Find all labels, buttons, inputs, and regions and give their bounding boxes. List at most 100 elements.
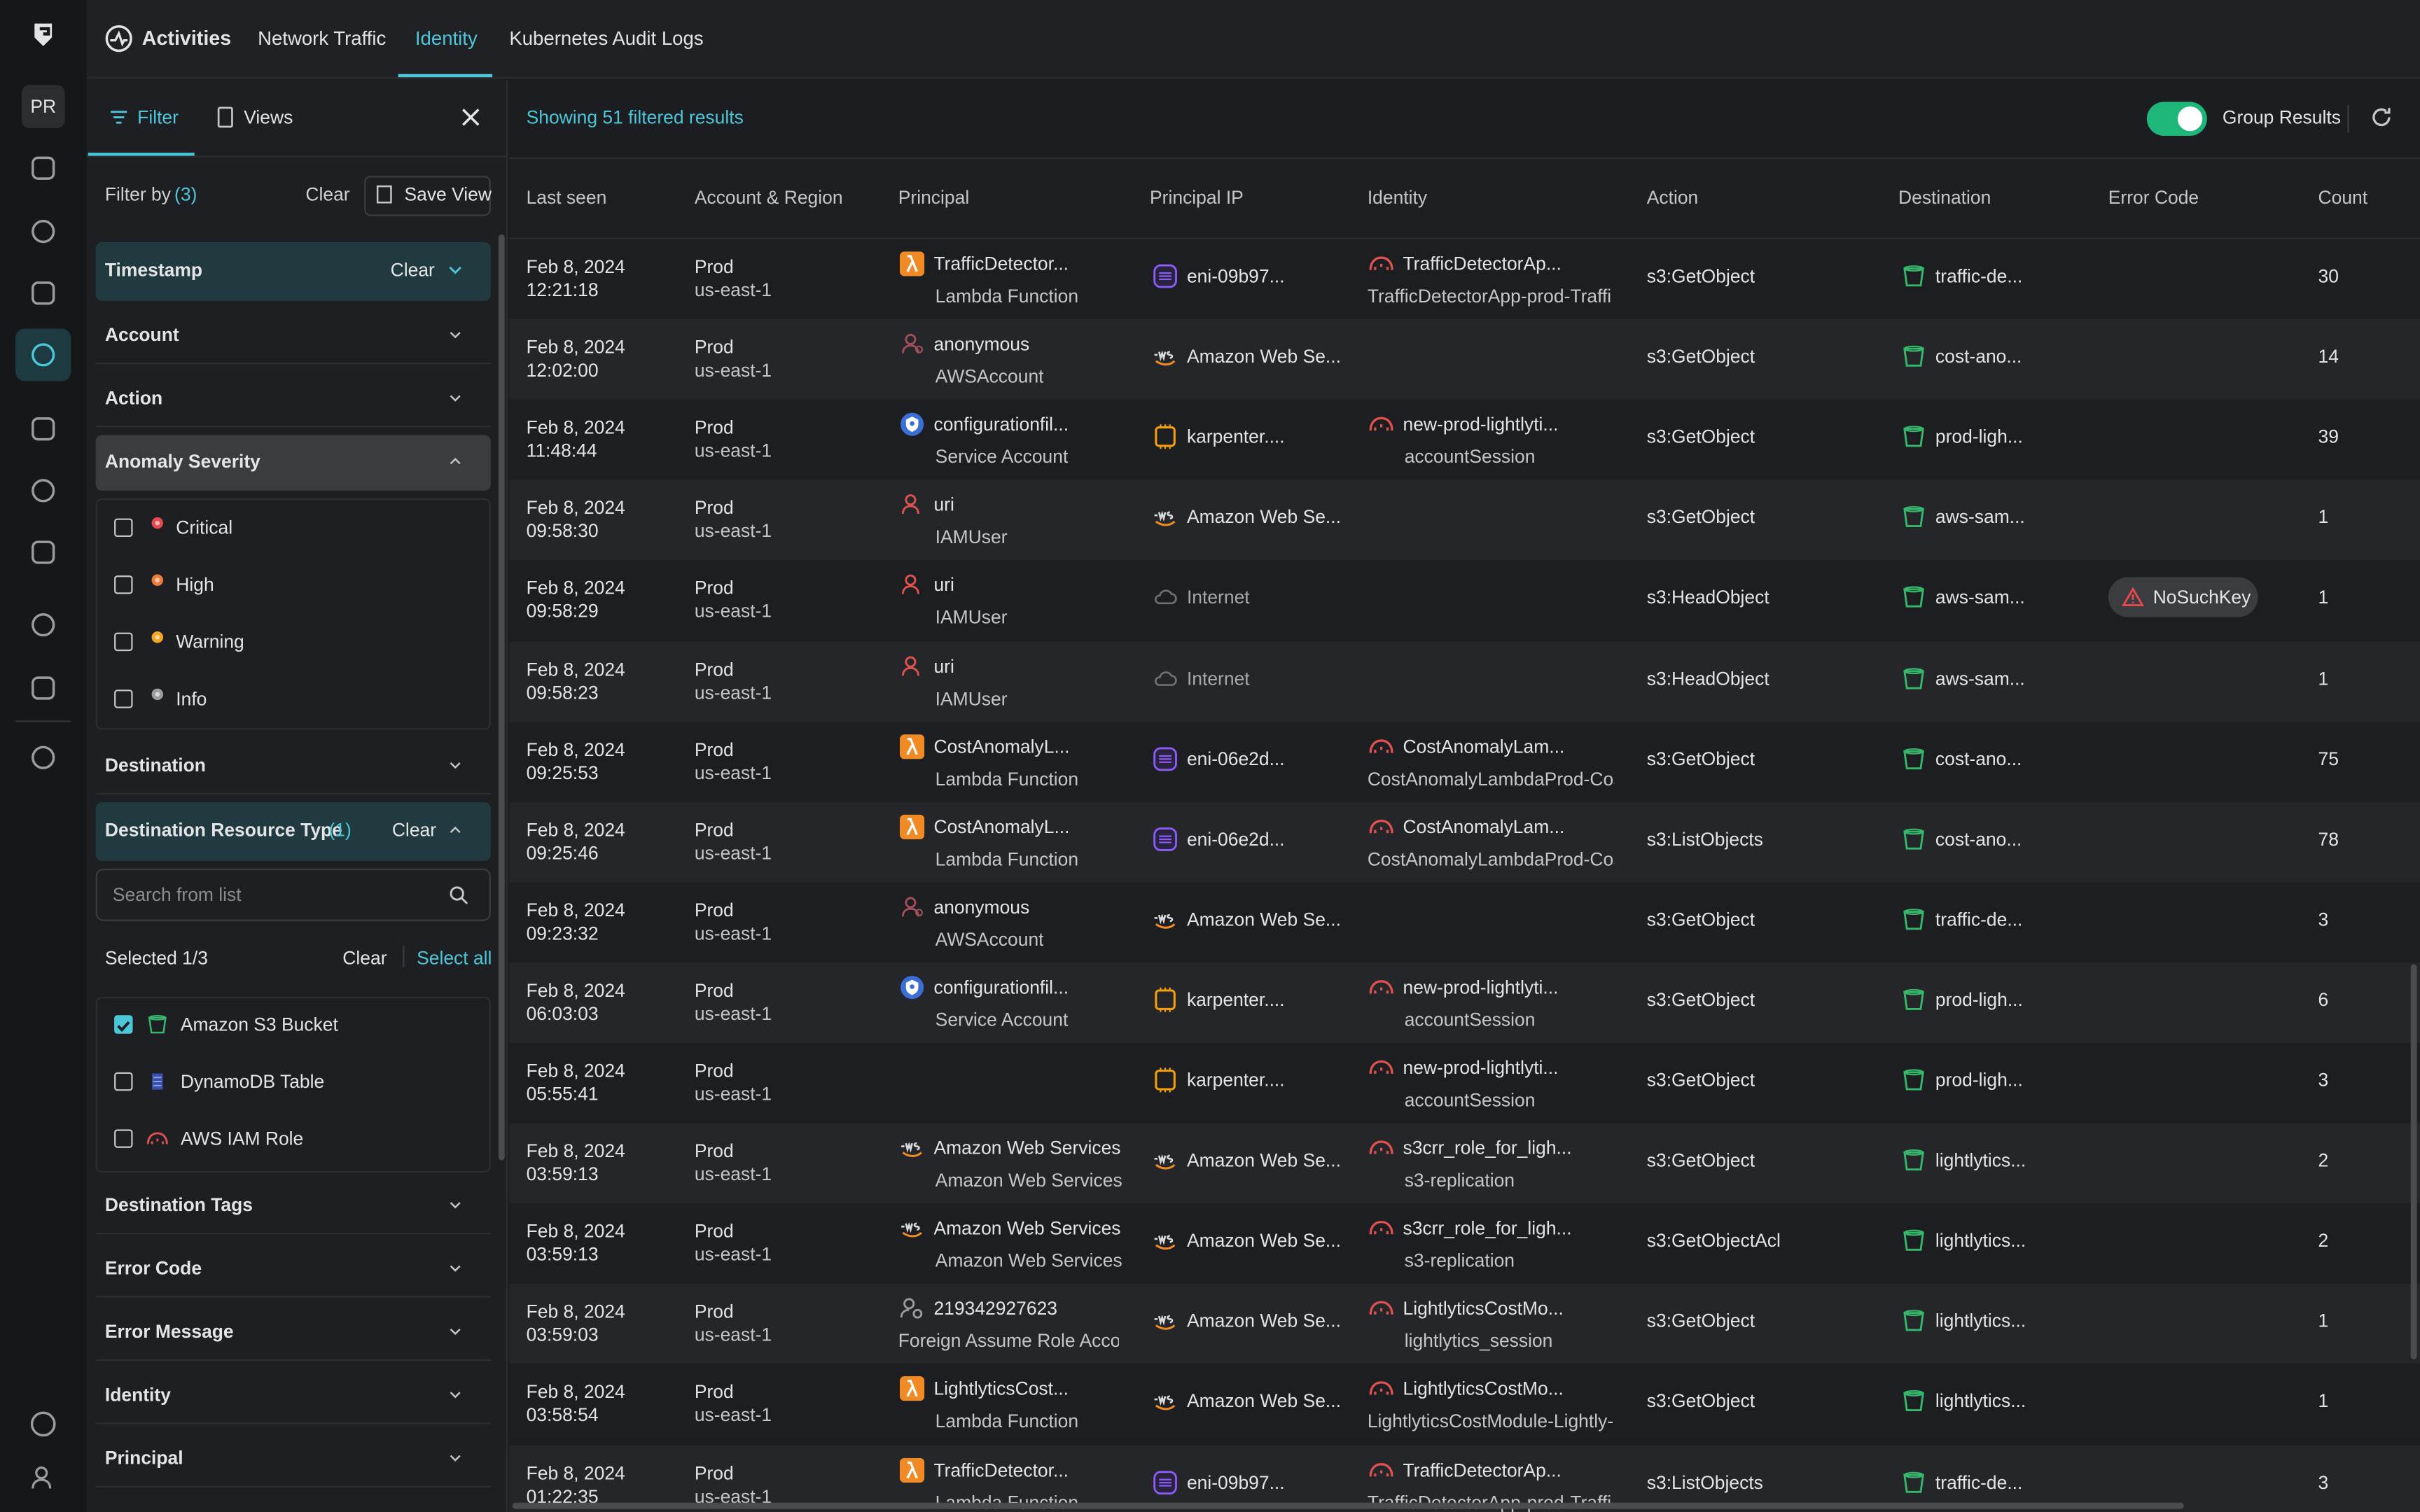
destination: aws-sam... <box>1935 667 2025 690</box>
time: 09:58:23 <box>526 681 599 704</box>
group-toggle[interactable] <box>2146 102 2207 136</box>
column-header[interactable]: Error Code <box>2108 186 2199 209</box>
destination-icon-svg <box>1903 908 1924 930</box>
section-label[interactable]: Timestamp <box>104 259 203 281</box>
table-row[interactable] <box>509 1284 2420 1365</box>
principal-icon-svg <box>899 734 925 759</box>
checkbox[interactable] <box>114 518 133 538</box>
table-row[interactable] <box>509 1042 2420 1124</box>
table-row[interactable] <box>509 480 2420 561</box>
section-label[interactable]: Destination <box>104 754 206 776</box>
column-header[interactable]: Last seen <box>526 186 607 209</box>
count: 1 <box>2318 667 2329 690</box>
table-row[interactable] <box>509 721 2420 802</box>
option-label[interactable]: AWS IAM Role <box>180 1128 304 1150</box>
principal-name: anonymous <box>933 896 1030 918</box>
checkbox[interactable] <box>114 575 133 594</box>
path-shape <box>1369 1462 1393 1476</box>
table-row[interactable] <box>509 319 2420 400</box>
column-header[interactable]: Action <box>1646 186 1699 209</box>
identity-name: TrafficDetectorAp... <box>1403 253 1562 275</box>
avatar[interactable]: PR <box>21 85 65 128</box>
nav-tab[interactable]: Kubernetes Audit Logs <box>509 27 704 50</box>
principal-icon <box>899 1457 925 1483</box>
filter-count: (1) <box>328 819 352 841</box>
option-label[interactable]: Warning <box>176 631 244 653</box>
section-label[interactable]: Action <box>104 387 163 410</box>
column-header[interactable]: Principal IP <box>1150 186 1244 209</box>
column-header[interactable]: Principal <box>898 186 970 209</box>
checkbox[interactable] <box>114 632 133 652</box>
option-label[interactable]: Critical <box>176 517 233 539</box>
section-label[interactable]: Destination Tags <box>104 1194 253 1216</box>
path-shape <box>1374 987 1389 994</box>
section-header[interactable] <box>95 242 491 301</box>
clear-button[interactable]: Clear <box>390 259 435 281</box>
ip-icon <box>1153 666 1177 690</box>
section-header[interactable] <box>95 802 491 861</box>
section-label[interactable]: Principal <box>104 1447 183 1469</box>
column-header[interactable]: Identity <box>1367 186 1428 209</box>
section-header[interactable] <box>95 435 491 491</box>
clear-button[interactable]: Clear <box>391 819 437 841</box>
table-row[interactable] <box>509 1123 2420 1204</box>
column-header[interactable]: Account & Region <box>694 186 843 209</box>
section-label[interactable]: Error Message <box>104 1320 234 1343</box>
principal-type: Amazon Web Services <box>935 1170 1122 1191</box>
nav-tab[interactable]: Identity <box>415 27 478 50</box>
save-view-label[interactable]: Save View <box>404 183 492 206</box>
save-icon-svg <box>376 185 392 204</box>
region: us-east-1 <box>694 359 772 382</box>
ip-name: eni-09b97... <box>1186 265 1285 288</box>
action: s3:GetObject <box>1646 988 1755 1011</box>
path-shape <box>1374 1389 1389 1396</box>
section-label[interactable]: Destination Resource Type <box>104 819 342 841</box>
count: 78 <box>2318 828 2339 850</box>
section-label[interactable]: Anomaly Severity <box>104 450 260 472</box>
path-shape <box>1903 428 1924 447</box>
destination-icon-svg <box>1903 1310 1924 1332</box>
clear-button[interactable]: Clear <box>342 947 387 969</box>
option-label[interactable]: DynamoDB Table <box>180 1070 325 1093</box>
table-row[interactable] <box>509 239 2420 320</box>
identity-icon-svg <box>1369 1301 1393 1315</box>
option-label[interactable]: Amazon S3 Bucket <box>180 1014 338 1035</box>
table-row[interactable] <box>509 962 2420 1043</box>
table-row[interactable] <box>509 1364 2420 1446</box>
table-row[interactable] <box>509 640 2420 722</box>
table-row[interactable] <box>509 560 2420 641</box>
table-row[interactable] <box>509 1445 2420 1512</box>
tab-sep <box>86 155 506 158</box>
select-all[interactable]: Select all <box>417 947 492 969</box>
group-label[interactable]: Group Results <box>2222 106 2341 128</box>
ip-name: eni-09b97... <box>1186 1471 1285 1493</box>
nav-tab[interactable]: Activities <box>141 26 232 50</box>
table-row[interactable] <box>509 1203 2420 1284</box>
clear-button[interactable]: Clear <box>305 183 350 206</box>
section-label[interactable]: Account <box>104 323 179 346</box>
checkbox[interactable] <box>114 1129 133 1148</box>
region: us-east-1 <box>694 1083 772 1105</box>
principal-icon-svg <box>899 814 925 839</box>
column-header[interactable]: Count <box>2318 186 2368 209</box>
option-label[interactable]: High <box>176 573 214 596</box>
table-row[interactable] <box>509 802 2420 883</box>
views-tab[interactable]: Views <box>244 106 293 128</box>
nav-tab[interactable]: Network Traffic <box>258 27 387 50</box>
table-row[interactable] <box>509 400 2420 481</box>
search-box[interactable] <box>95 868 491 921</box>
checkbox[interactable] <box>114 690 133 708</box>
count: 1 <box>2318 1390 2329 1413</box>
section-label[interactable]: Error Code <box>104 1257 202 1280</box>
save-view-button[interactable] <box>364 176 491 216</box>
checkbox[interactable] <box>114 1072 133 1091</box>
section-label[interactable]: Identity <box>104 1384 171 1406</box>
option-label[interactable]: Info <box>176 688 207 710</box>
path-shape <box>1155 521 1176 527</box>
filter-tab[interactable]: Filter <box>137 106 179 128</box>
ellipse-shape <box>1903 506 1924 513</box>
ip-name: karpenter.... <box>1186 988 1285 1011</box>
checkbox[interactable] <box>114 1015 133 1034</box>
table-row[interactable] <box>509 882 2420 963</box>
column-header[interactable]: Destination <box>1898 186 1991 209</box>
